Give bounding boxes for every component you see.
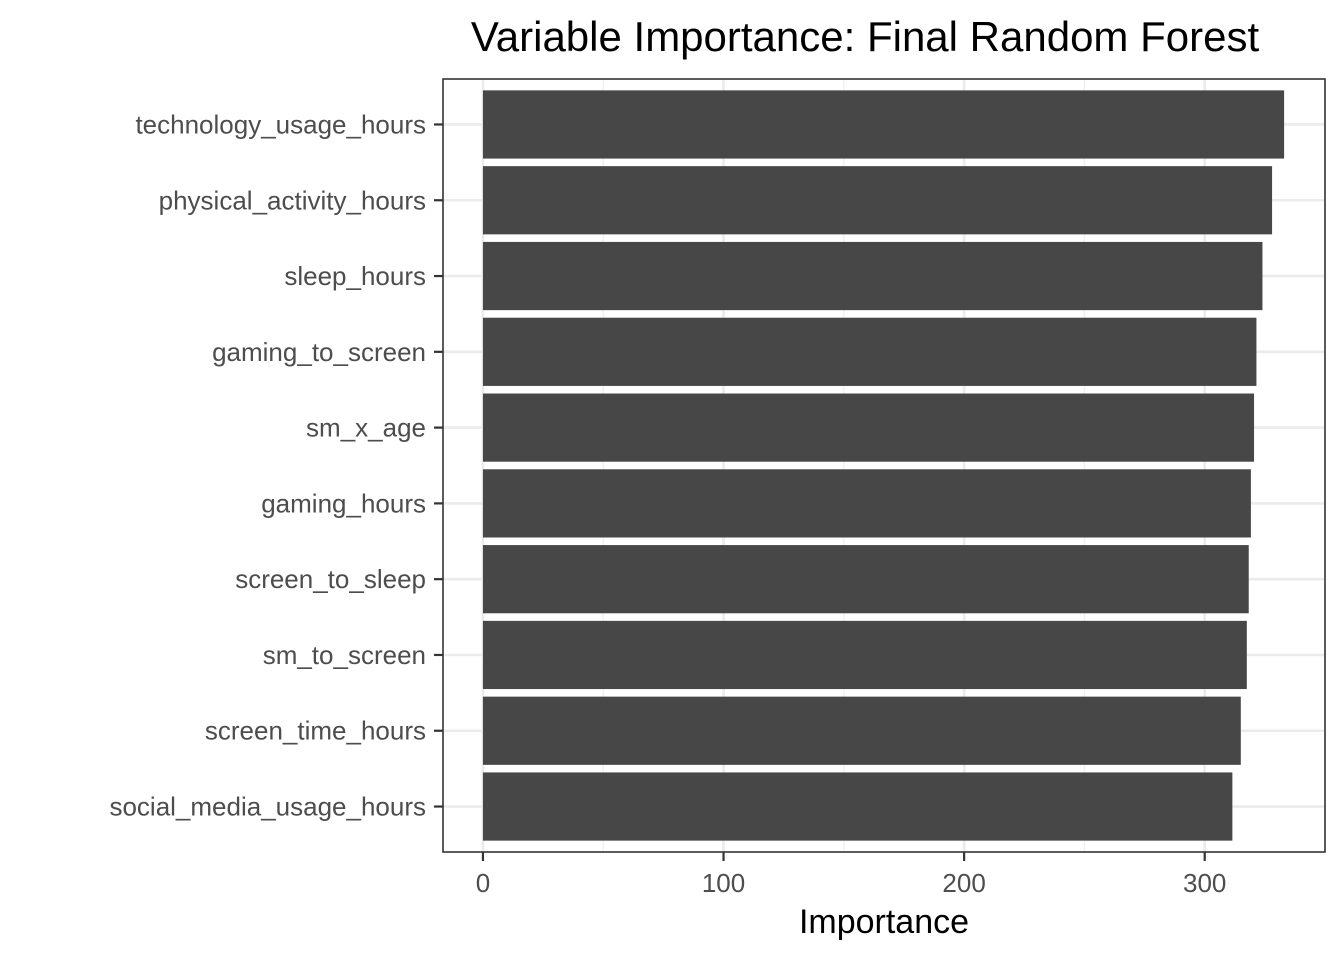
- x-axis-title: Importance: [799, 903, 969, 941]
- panel-border: [442, 78, 1326, 853]
- y-tick-label: technology_usage_hours: [135, 109, 426, 139]
- bar-sleep-hours: [482, 241, 1263, 311]
- bar-gaming-to-screen: [482, 317, 1257, 386]
- y-tick-label: screen_to_sleep: [235, 564, 426, 594]
- x-tick-label: 100: [702, 868, 745, 898]
- bar-sm-x-age: [482, 393, 1255, 462]
- y-tick-label: physical_activity_hours: [159, 185, 426, 215]
- y-tick-label: sm_x_age: [306, 413, 426, 443]
- x-tick-label: 0: [476, 868, 490, 898]
- bar-physical-activity-hours: [482, 166, 1273, 235]
- bar-social-media-usage-hours: [482, 772, 1233, 841]
- bar-screen-time-hours: [482, 696, 1241, 765]
- y-axis: technology_usage_hours physical_activity_…: [109, 109, 443, 822]
- y-tick-label: sleep_hours: [284, 261, 426, 291]
- y-tick-label: sm_to_screen: [263, 640, 426, 670]
- x-axis: 0 100 200 300: [476, 852, 1226, 898]
- x-tick-label: 300: [1183, 868, 1226, 898]
- x-tick-label: 200: [942, 868, 985, 898]
- bar-gaming-hours: [482, 469, 1251, 538]
- bars-layer: [482, 90, 1285, 841]
- y-tick-label: social_media_usage_hours: [109, 792, 426, 822]
- bar-sm-to-screen: [482, 620, 1247, 690]
- bar-technology-usage-hours: [482, 90, 1285, 159]
- chart-title: Variable Importance: Final Random Forest: [471, 13, 1260, 60]
- y-tick-label: gaming_hours: [261, 488, 426, 518]
- bar-screen-to-sleep: [482, 545, 1249, 614]
- y-tick-label: screen_time_hours: [205, 716, 426, 746]
- y-tick-label: gaming_to_screen: [212, 337, 426, 367]
